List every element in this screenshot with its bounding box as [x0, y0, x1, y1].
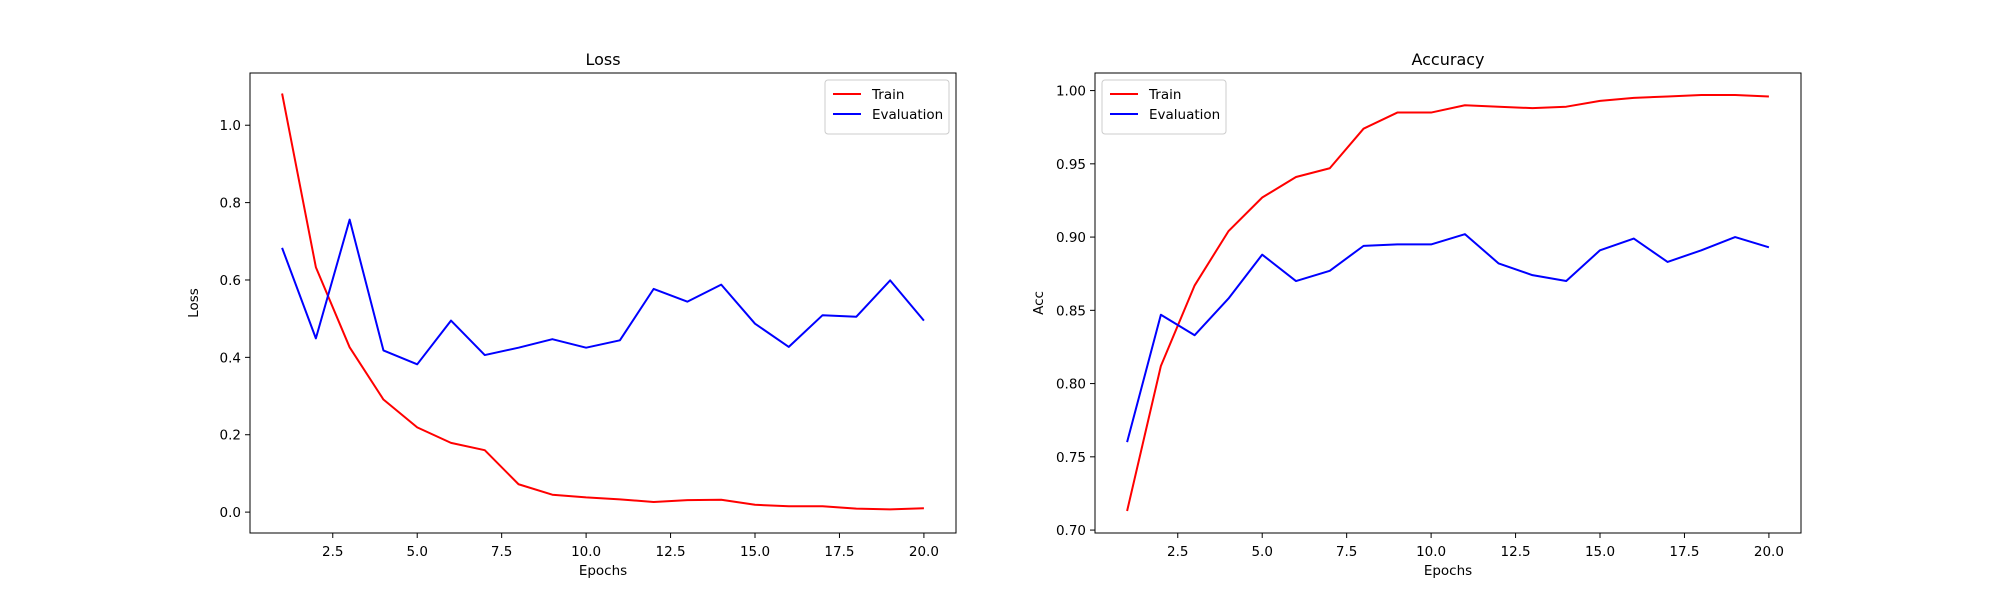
accuracy-x-tick-label: 17.5 [1669, 544, 1699, 560]
accuracy-x-tick-label: 20.0 [1754, 544, 1784, 560]
accuracy-legend-label-evaluation: Evaluation [1149, 107, 1220, 123]
loss-y-axis-label: Loss [186, 288, 202, 318]
loss-x-tick-label: 15.0 [740, 544, 770, 560]
accuracy-x-tick-label: 10.0 [1416, 544, 1446, 560]
loss-axes-frame [249, 72, 957, 534]
accuracy-y-axis-label: Acc [1031, 291, 1047, 315]
accuracy-x-tick-label: 7.5 [1336, 544, 1357, 560]
accuracy-y-tick-label: 0.90 [1056, 230, 1086, 246]
loss-x-tick-label: 2.5 [322, 544, 343, 560]
accuracy-y-tick-label: 1.00 [1056, 84, 1086, 100]
loss-series-train-line [281, 93, 924, 511]
loss-x-tick-label: 5.0 [406, 544, 427, 560]
loss-y-tick-label: 0.0 [220, 505, 241, 521]
accuracy-y-tick-label: 0.95 [1056, 157, 1086, 173]
accuracy-x-tick-label: 2.5 [1167, 544, 1188, 560]
loss-chart-title: Loss [585, 50, 620, 69]
accuracy-axes-frame [1094, 72, 1802, 534]
loss-legend: Train Evaluation [824, 79, 950, 135]
loss-x-tick-label: 10.0 [571, 544, 601, 560]
accuracy-chart-title: Accuracy [1411, 50, 1484, 69]
loss-x-tick-label: 12.5 [656, 544, 686, 560]
accuracy-y-tick-label: 0.85 [1056, 303, 1086, 319]
accuracy-x-axis-label: Epochs [1424, 563, 1472, 579]
accuracy-x-tick-label: 15.0 [1585, 544, 1615, 560]
loss-x-tick-label: 7.5 [491, 544, 512, 560]
loss-y-tick-label: 0.6 [220, 273, 241, 289]
accuracy-legend-label-train: Train [1148, 87, 1181, 103]
loss-x-axis-label: Epochs [579, 563, 627, 579]
accuracy-y-tick-label: 0.70 [1056, 523, 1086, 539]
accuracy-legend: Train Evaluation [1101, 79, 1227, 135]
loss-x-tick-label: 17.5 [824, 544, 854, 560]
accuracy-x-tick-label: 5.0 [1251, 544, 1272, 560]
accuracy-series-train-line [1126, 93, 1769, 512]
accuracy-series-evaluation-line [1126, 233, 1770, 443]
loss-legend-label-train: Train [871, 87, 904, 103]
accuracy-y-tick-label: 0.75 [1056, 450, 1086, 466]
accuracy-x-tick-label: 12.5 [1501, 544, 1531, 560]
loss-y-tick-label: 0.4 [220, 350, 241, 366]
loss-x-tick-label: 20.0 [909, 544, 939, 560]
loss-series-evaluation-line [281, 218, 925, 366]
loss-y-tick-label: 0.8 [220, 196, 241, 212]
accuracy-y-tick-label: 0.80 [1056, 377, 1086, 393]
accuracy-chart-panel: 2.5 5.0 7.5 10.0 12.5 15.0 17.5 20.0 0.70 0.75 0.8… [1031, 50, 1802, 579]
loss-legend-label-evaluation: Evaluation [872, 107, 943, 123]
loss-y-tick-label: 0.2 [220, 428, 241, 444]
loss-chart-panel: 2.5 5.0 7.5 10.0 12.5 15.0 17.5 20.0 0.0 0.2 0.4 0.… [186, 50, 957, 579]
loss-y-tick-label: 1.0 [220, 118, 241, 134]
